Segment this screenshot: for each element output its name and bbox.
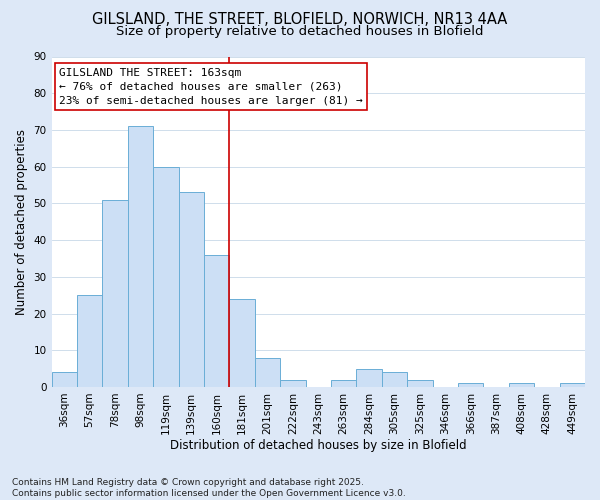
Bar [458,384,484,387]
Bar [153,166,179,387]
Bar [560,384,585,387]
Text: Size of property relative to detached houses in Blofield: Size of property relative to detached ho… [116,25,484,38]
Bar [407,380,433,387]
Bar [77,295,103,387]
Bar [128,126,153,387]
Y-axis label: Number of detached properties: Number of detached properties [15,128,28,314]
Text: Contains HM Land Registry data © Crown copyright and database right 2025.
Contai: Contains HM Land Registry data © Crown c… [12,478,406,498]
Text: GILSLAND THE STREET: 163sqm
← 76% of detached houses are smaller (263)
23% of se: GILSLAND THE STREET: 163sqm ← 76% of det… [59,68,363,106]
Bar [204,255,229,387]
Bar [229,299,255,387]
Bar [179,192,204,387]
Bar [103,200,128,387]
Bar [356,368,382,387]
Bar [52,372,77,387]
Bar [280,380,305,387]
Bar [382,372,407,387]
Text: GILSLAND, THE STREET, BLOFIELD, NORWICH, NR13 4AA: GILSLAND, THE STREET, BLOFIELD, NORWICH,… [92,12,508,28]
Bar [509,384,534,387]
Bar [255,358,280,387]
Bar [331,380,356,387]
X-axis label: Distribution of detached houses by size in Blofield: Distribution of detached houses by size … [170,440,467,452]
